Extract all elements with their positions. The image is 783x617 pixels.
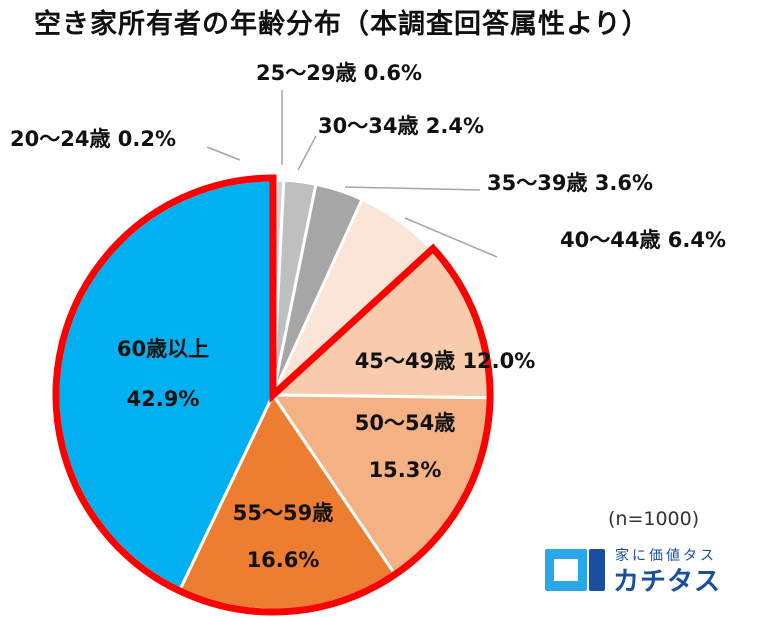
data-label-60-plus: 60歳以上 bbox=[117, 337, 209, 361]
logo-mark-icon bbox=[545, 549, 605, 591]
highlight-outline bbox=[52, 174, 494, 616]
sample-size-note: (n=1000) bbox=[608, 508, 700, 530]
data-label-45-49: 45～49歳 12.0% bbox=[355, 349, 536, 373]
logo-name: カチタス bbox=[613, 567, 722, 597]
data-value-60-plus: 42.9% bbox=[127, 387, 200, 411]
data-label-20-24: 20～24歳 0.2% bbox=[10, 127, 176, 151]
katitas-logo: 家に価値タス カチタス bbox=[545, 543, 765, 597]
leader-line-20-24 bbox=[206, 146, 241, 161]
data-value-50-54: 15.3% bbox=[369, 458, 442, 482]
data-value-55-59: 16.6% bbox=[247, 548, 320, 572]
logo-tagline: 家に価値タス bbox=[615, 548, 717, 564]
data-label-25-29: 25～29歳 0.6% bbox=[256, 61, 422, 85]
data-label-50-54: 50～54歳 bbox=[355, 411, 455, 435]
data-label-40-44: 40～44歳 6.4% bbox=[560, 228, 726, 252]
leader-line-30-34 bbox=[297, 135, 317, 171]
data-label-35-39: 35～39歳 3.6% bbox=[487, 171, 653, 195]
leader-line-40-44 bbox=[404, 217, 498, 258]
chart-title: 空き家所有者の年齢分布（本調査回答属性より） bbox=[34, 9, 650, 40]
leader-line-35-39 bbox=[344, 186, 481, 191]
data-label-55-59: 55～59歳 bbox=[233, 501, 333, 525]
data-label-30-34: 30～34歳 2.4% bbox=[318, 114, 484, 138]
